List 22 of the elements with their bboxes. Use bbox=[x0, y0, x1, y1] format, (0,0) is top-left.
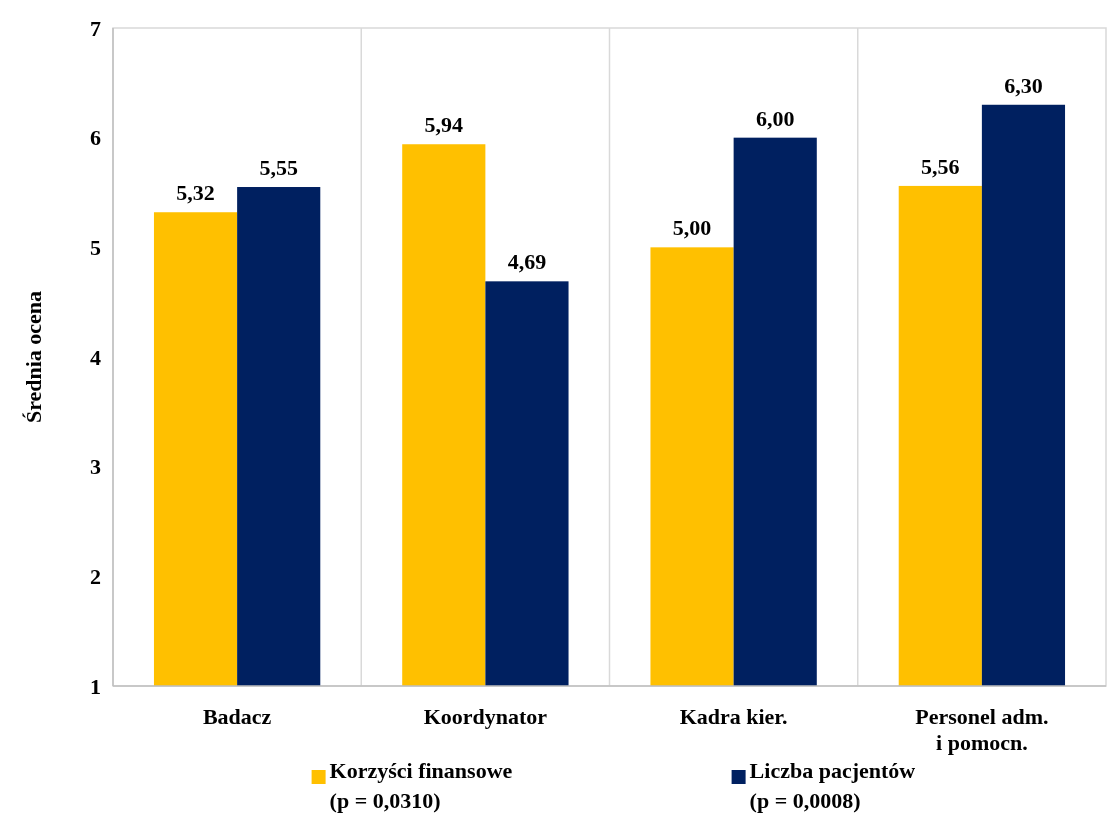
legend-label: Liczba pacjentów (p = 0,0008) bbox=[749, 758, 916, 813]
y-tick-label: 6 bbox=[90, 125, 101, 151]
y-tick-label: 4 bbox=[90, 344, 101, 370]
y-tick-label: 2 bbox=[90, 564, 101, 590]
x-tick-label: Badacz bbox=[202, 704, 272, 729]
data-label: 5,94 bbox=[424, 112, 464, 138]
y-tick-label: 5 bbox=[90, 235, 101, 261]
data-label: 5,55 bbox=[259, 155, 298, 181]
x-tick-label: Kadra kier. bbox=[679, 704, 788, 729]
x-tick-label: Personel adm. i pomocn. bbox=[915, 704, 1049, 755]
data-label: 4,69 bbox=[507, 249, 547, 275]
data-label: 6,30 bbox=[1004, 72, 1043, 98]
x-tick-label: Koordynator bbox=[423, 704, 548, 729]
y-tick-label: 3 bbox=[90, 454, 101, 480]
data-label: 5,56 bbox=[921, 153, 960, 179]
y-tick-label: 7 bbox=[90, 15, 101, 41]
y-tick-label: 1 bbox=[90, 673, 101, 699]
data-label: 5,00 bbox=[672, 215, 712, 241]
data-label: 5,32 bbox=[176, 180, 215, 206]
data-label: 6,00 bbox=[755, 105, 795, 131]
legend-label: Korzyści finansowe (p = 0,0310) bbox=[329, 758, 513, 813]
y-axis-title: Średnia ocena bbox=[21, 290, 46, 424]
